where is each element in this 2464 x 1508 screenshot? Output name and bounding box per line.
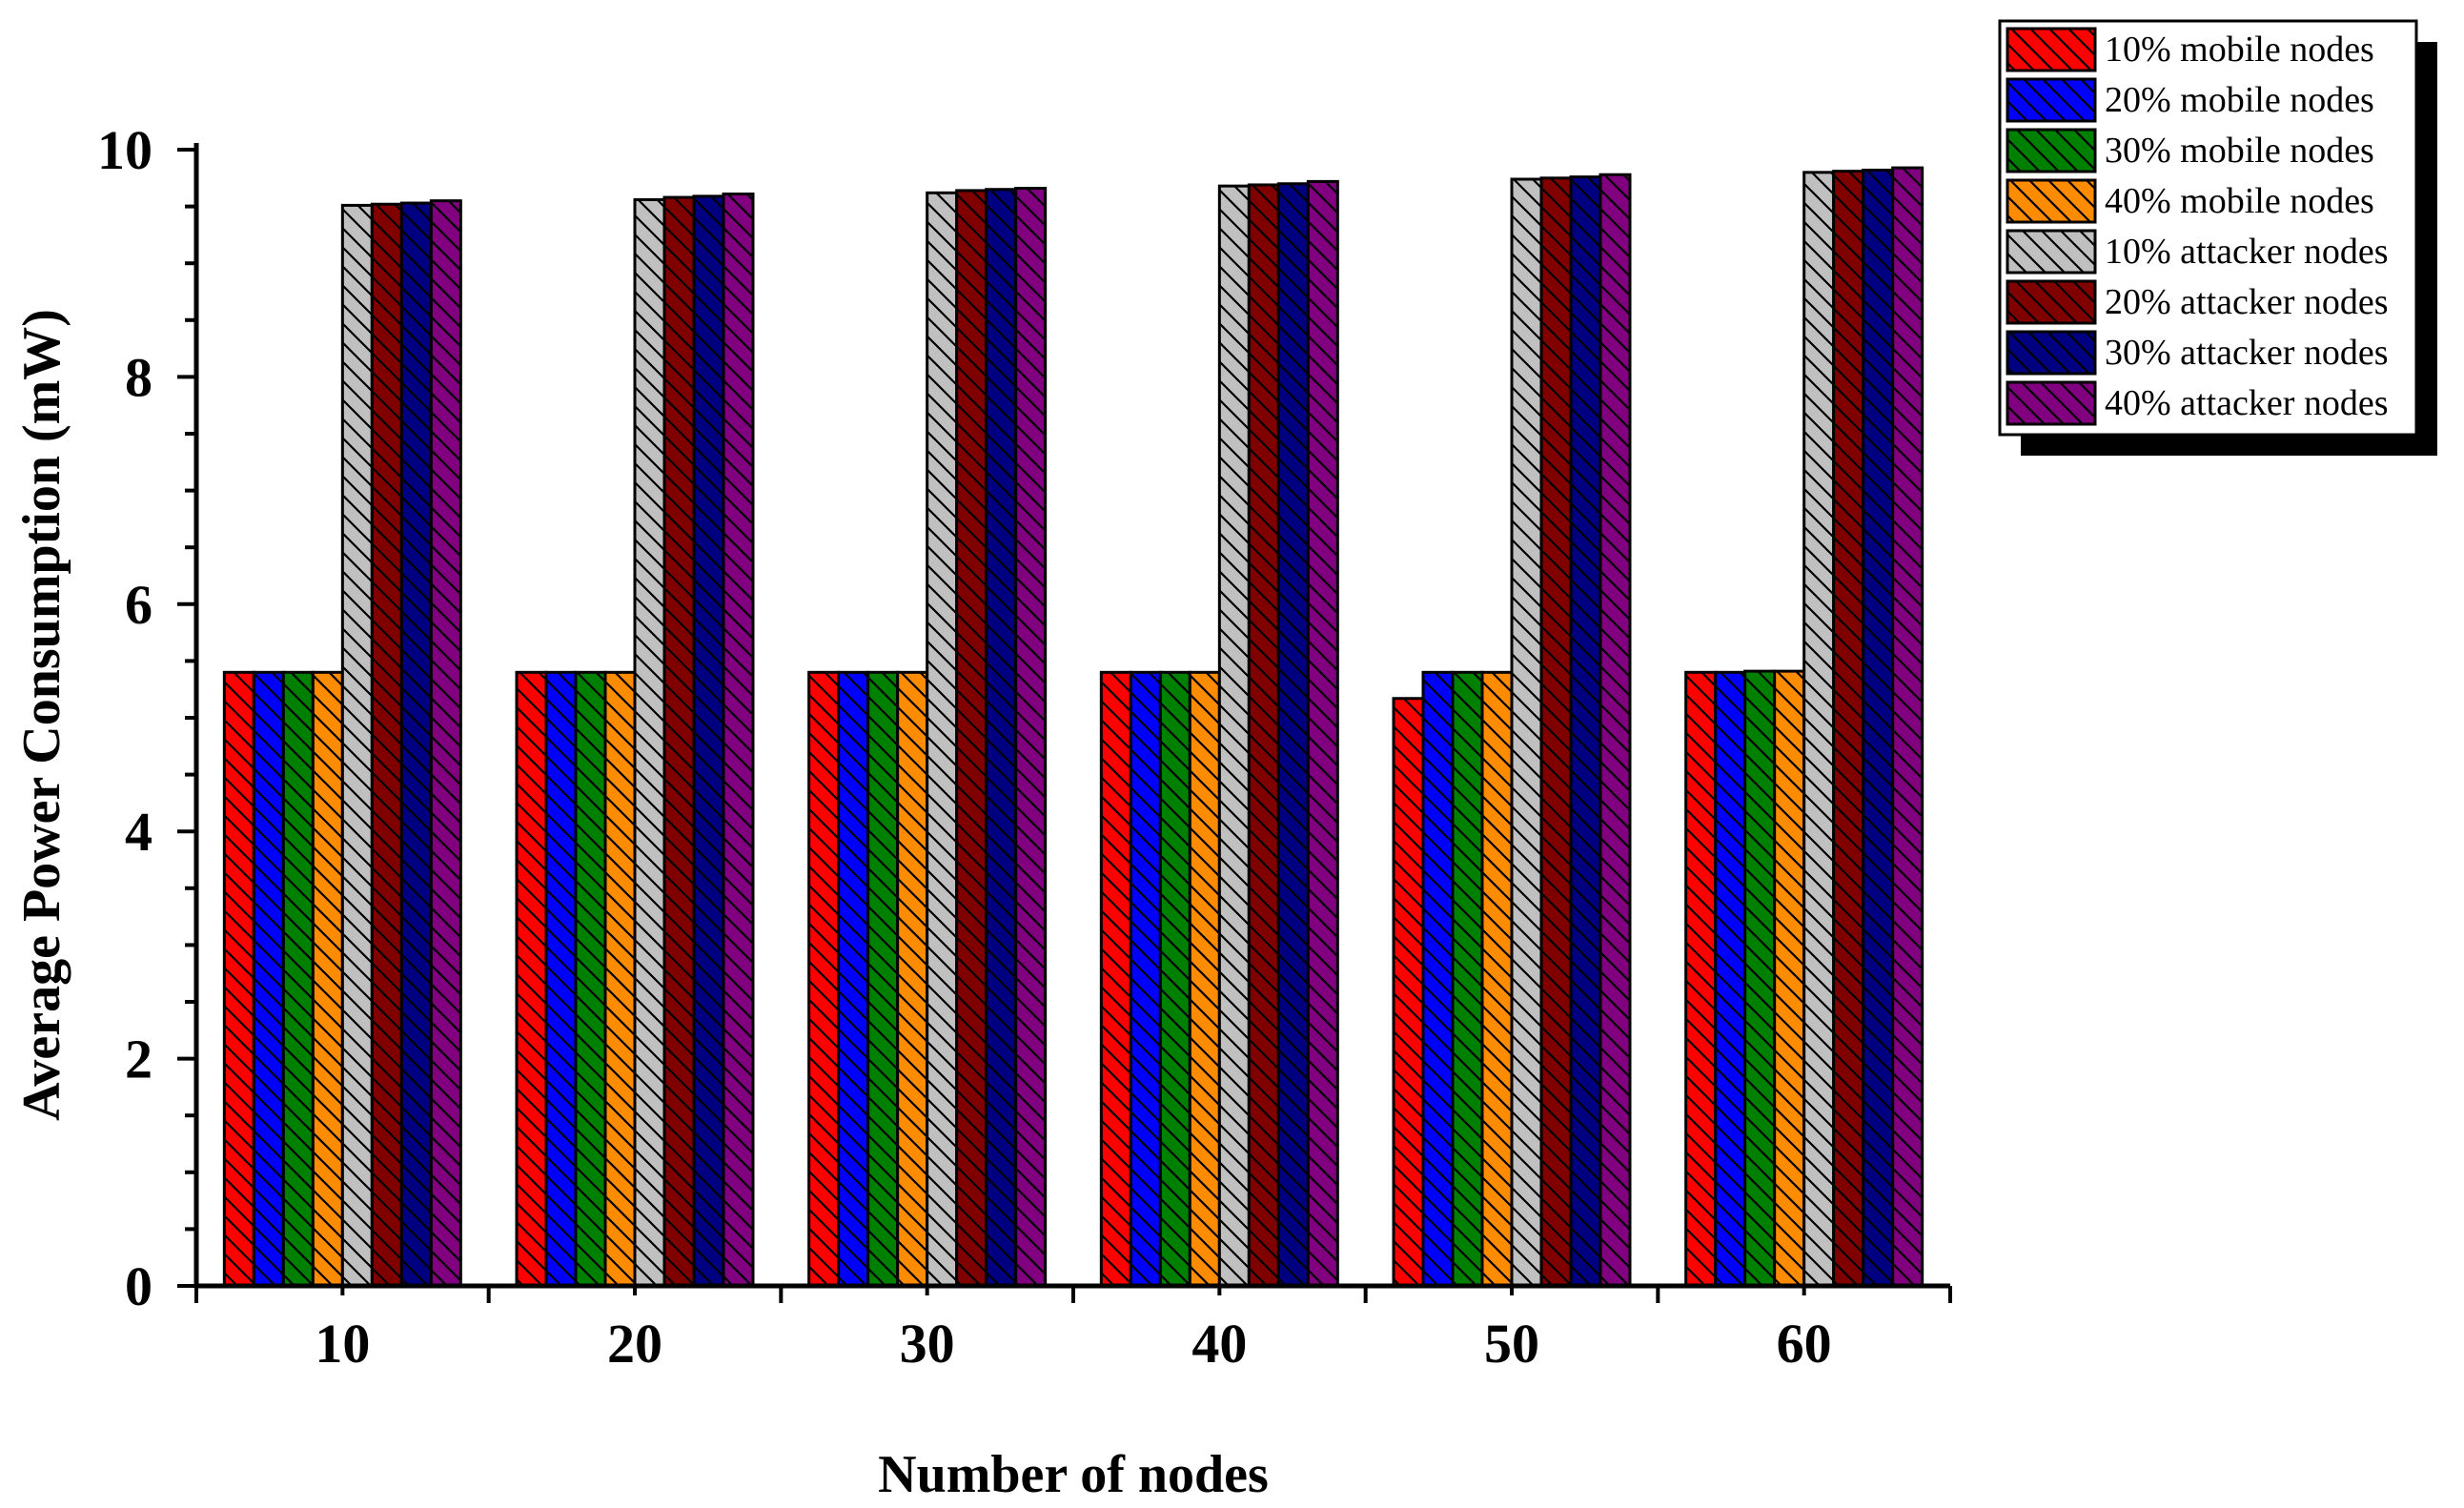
- legend-label: 30% attacker nodes: [2105, 333, 2389, 373]
- bar-30-series-7: [985, 188, 1018, 1288]
- bar-50-series-2: [1421, 670, 1455, 1288]
- y-tick-label: 2: [125, 1029, 153, 1090]
- legend-label: 20% mobile nodes: [2105, 80, 2374, 120]
- bar-20-series-1: [515, 670, 548, 1288]
- bar-60-series-1: [1684, 670, 1718, 1288]
- legend: 10% mobile nodes 20% mobile nodes 30% mobi…: [1998, 19, 2437, 456]
- x-axis-title: Number of nodes: [878, 1445, 1269, 1504]
- y-tick-label: 6: [125, 574, 153, 636]
- bar-40-series-5: [1217, 184, 1251, 1288]
- bar-50-series-1: [1392, 697, 1425, 1288]
- x-tick-label: 50: [1484, 1313, 1539, 1375]
- bar-60-series-2: [1714, 670, 1747, 1288]
- bar-40-series-4: [1188, 670, 1221, 1288]
- bars-layer: [222, 166, 1924, 1288]
- bar-20-series-3: [574, 670, 607, 1288]
- bar-50-series-5: [1510, 177, 1543, 1288]
- bar-50-series-4: [1480, 670, 1514, 1288]
- legend-label: 10% mobile nodes: [2105, 30, 2374, 70]
- bar-20-series-7: [692, 194, 725, 1288]
- bar-50-series-6: [1539, 176, 1573, 1288]
- x-tick-label: 10: [315, 1313, 370, 1375]
- bar-40-series-6: [1247, 183, 1280, 1288]
- bar-20-series-4: [603, 670, 637, 1288]
- legend-label: 40% attacker nodes: [2105, 383, 2389, 423]
- bar-10-series-7: [399, 201, 433, 1288]
- bar-20-series-6: [662, 195, 696, 1288]
- bar-10-series-6: [370, 202, 403, 1288]
- bar-60-series-5: [1802, 171, 1836, 1288]
- bar-20-series-2: [544, 670, 578, 1288]
- bar-40-series-2: [1129, 670, 1162, 1288]
- legend-label: 30% mobile nodes: [2105, 131, 2374, 171]
- bar-30-series-2: [837, 670, 870, 1288]
- bar-40-series-3: [1158, 670, 1191, 1288]
- bar-60-series-7: [1862, 168, 1895, 1288]
- bar-30-series-6: [955, 189, 988, 1288]
- bar-50-series-8: [1599, 173, 1632, 1288]
- x-tick-label: 30: [900, 1313, 955, 1375]
- bar-20-series-8: [722, 192, 755, 1288]
- bar-50-series-7: [1569, 175, 1602, 1288]
- legend-label: 40% mobile nodes: [2105, 181, 2374, 221]
- x-tick-label: 20: [607, 1313, 662, 1375]
- bar-60-series-6: [1832, 170, 1865, 1288]
- bar-40-series-7: [1276, 182, 1310, 1288]
- bar-30-series-1: [807, 670, 841, 1288]
- bar-10-series-2: [252, 670, 285, 1288]
- bar-30-series-8: [1014, 187, 1048, 1288]
- bar-30-series-5: [926, 191, 959, 1288]
- bar-10-series-5: [340, 203, 374, 1288]
- bar-10-series-8: [429, 199, 462, 1288]
- legend-swatch: [2006, 380, 2097, 426]
- bar-20-series-5: [633, 197, 666, 1288]
- y-ticks: 0 2 4 6 8 10: [97, 119, 196, 1317]
- legend-swatch: [2006, 279, 2097, 325]
- legend-swatch: [2006, 128, 2097, 173]
- legend-swatch: [2006, 229, 2097, 275]
- bar-30-series-4: [896, 670, 929, 1288]
- legend-swatch: [2006, 330, 2097, 376]
- bar-10-series-3: [281, 670, 315, 1288]
- y-tick-label: 0: [125, 1255, 153, 1317]
- legend-items: 10% mobile nodes 20% mobile nodes 30% mobi…: [2006, 27, 2389, 426]
- legend-label: 20% attacker nodes: [2105, 282, 2389, 322]
- legend-swatch: [2006, 77, 2097, 123]
- bar-10-series-1: [222, 670, 255, 1288]
- bar-40-series-1: [1099, 670, 1132, 1288]
- legend-swatch: [2006, 27, 2097, 72]
- y-axis-title: Average Power Consumption (mW): [12, 309, 71, 1121]
- x-tick-label: 60: [1777, 1313, 1832, 1375]
- y-tick-label: 4: [125, 801, 153, 863]
- bar-60-series-4: [1773, 669, 1806, 1288]
- bar-40-series-8: [1306, 179, 1339, 1288]
- legend-swatch: [2006, 178, 2097, 224]
- x-tick-label: 40: [1191, 1313, 1247, 1375]
- y-tick-label: 10: [97, 119, 153, 181]
- x-ticks: 10 20 30 40 50 60: [194, 1286, 1952, 1375]
- y-tick-label: 8: [125, 346, 153, 408]
- legend-label: 10% attacker nodes: [2105, 232, 2389, 272]
- bar-50-series-3: [1451, 670, 1484, 1288]
- bar-10-series-4: [311, 670, 344, 1288]
- bar-60-series-3: [1743, 669, 1777, 1288]
- bar-30-series-3: [866, 670, 900, 1288]
- bar-60-series-8: [1891, 166, 1924, 1288]
